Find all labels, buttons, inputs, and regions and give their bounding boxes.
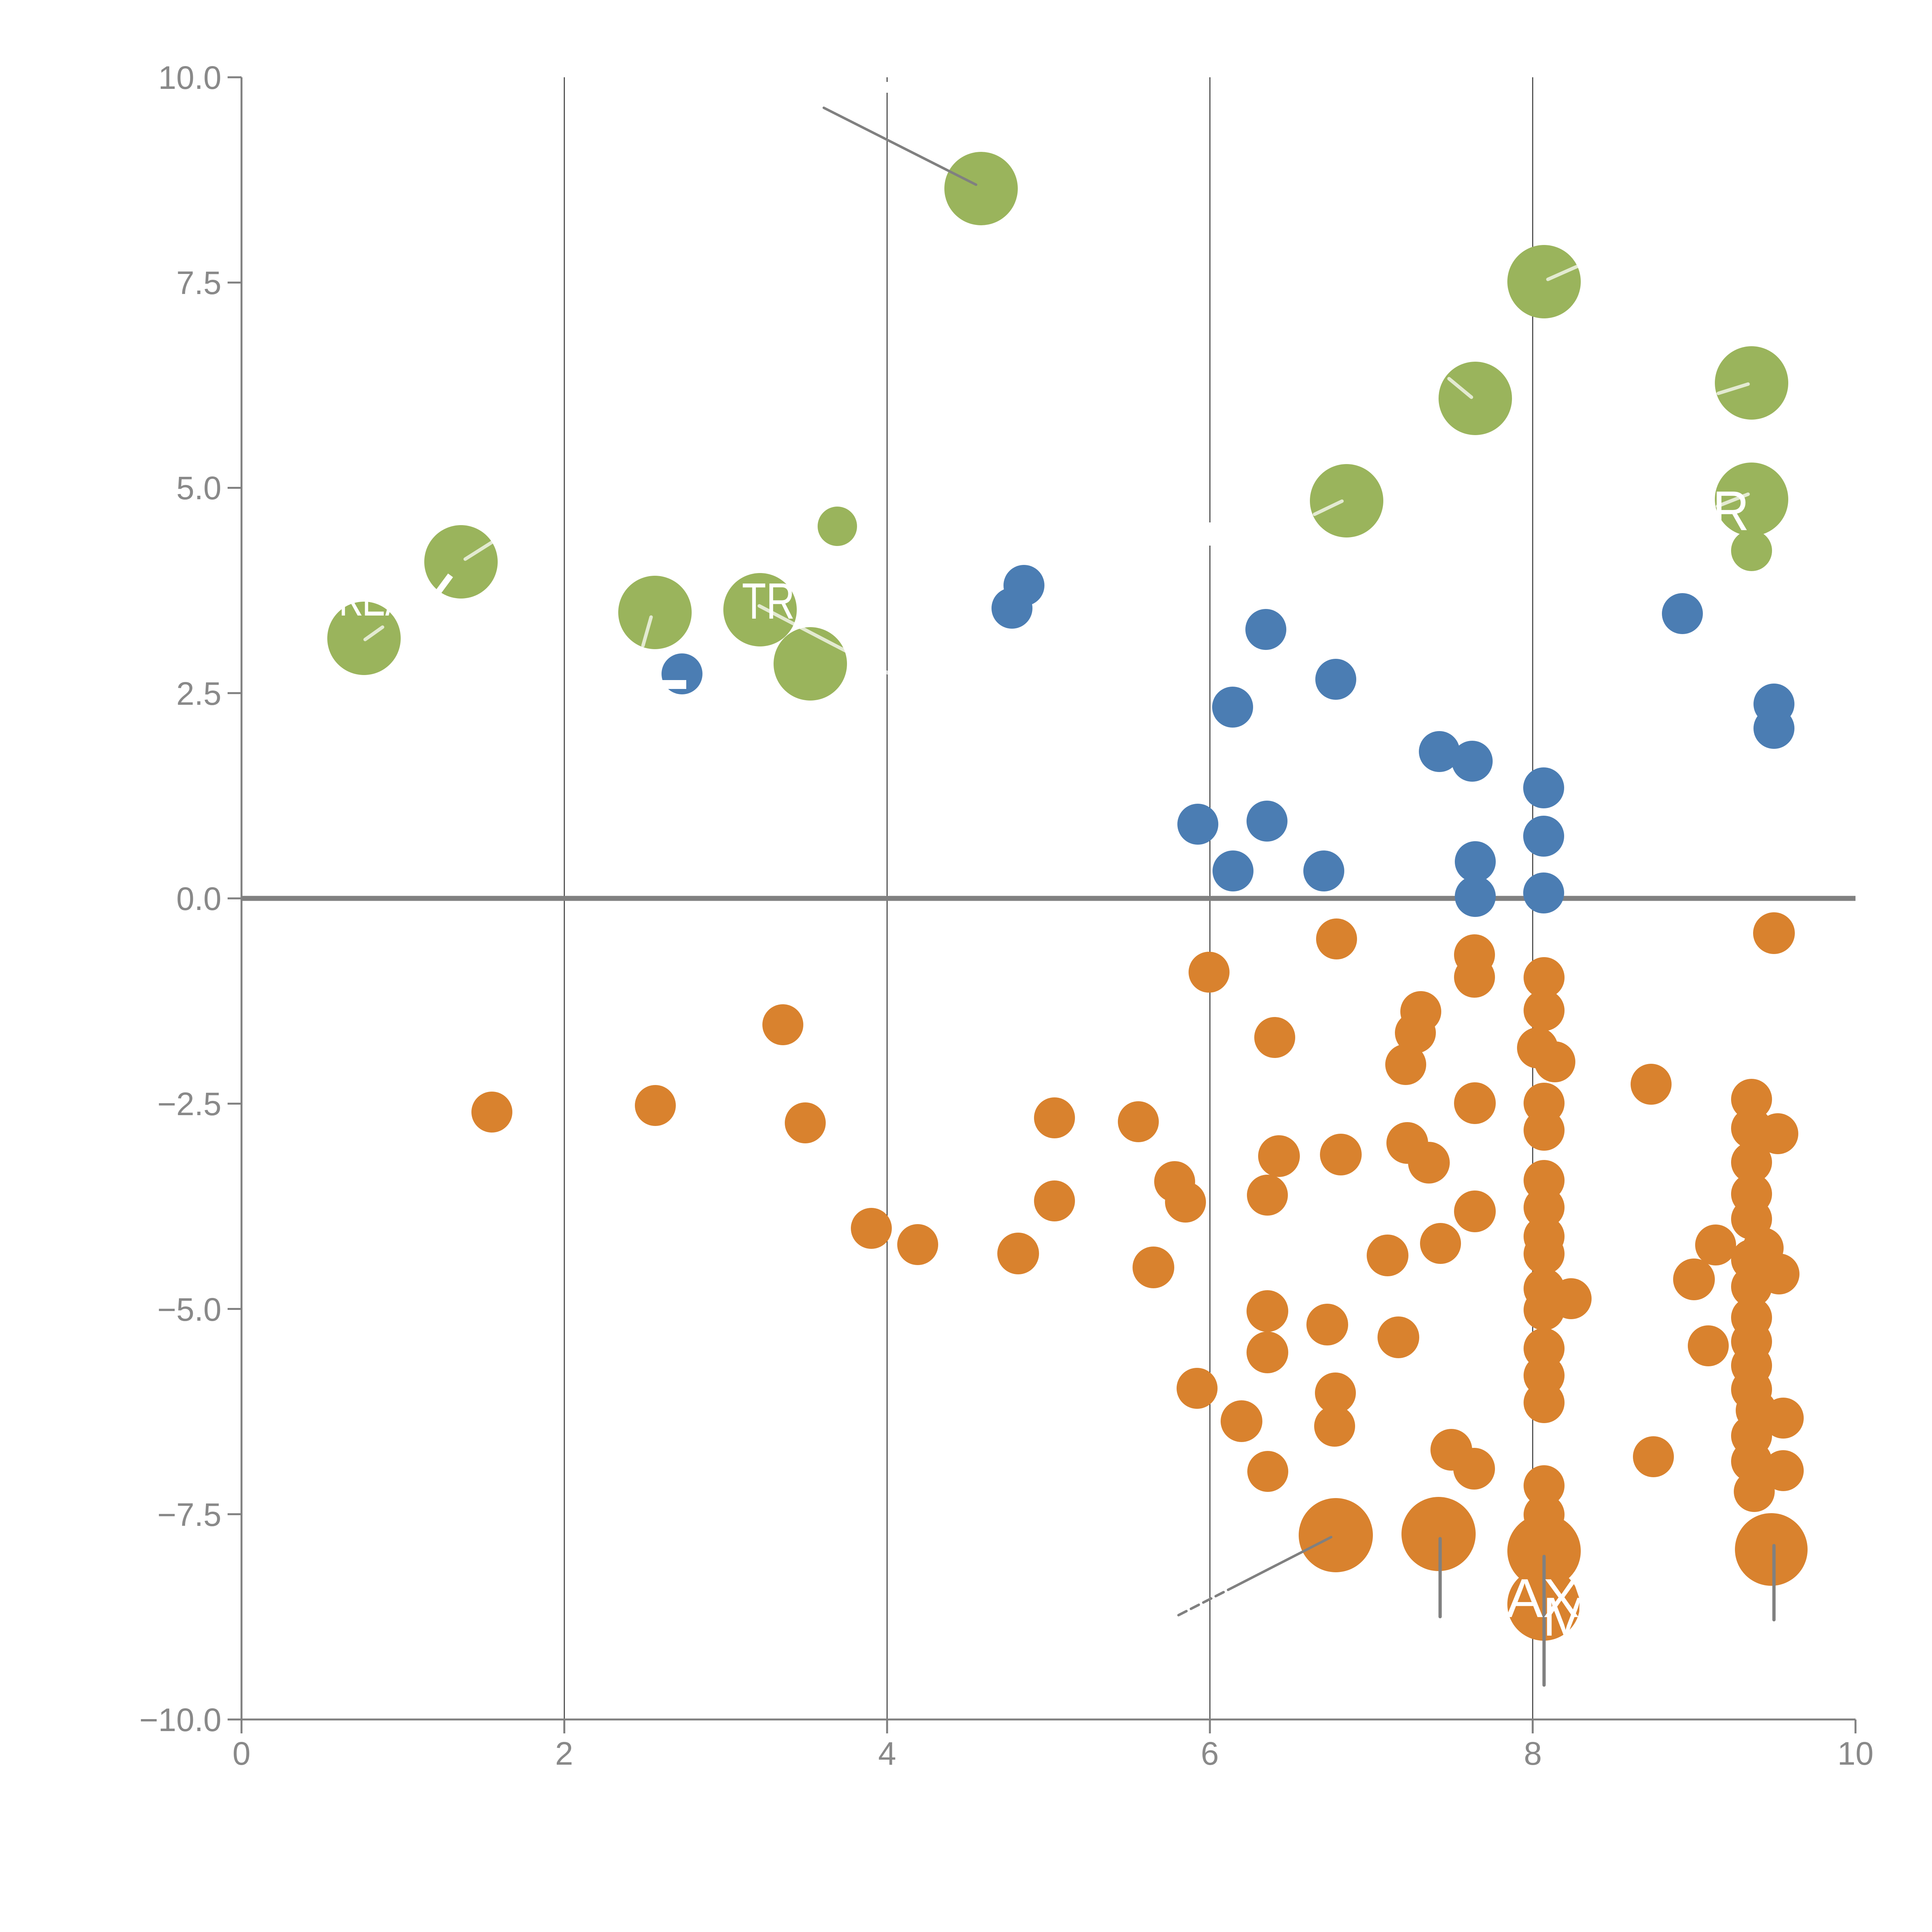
svg-text:6: 6 <box>1201 1735 1219 1772</box>
svg-text:0: 0 <box>233 1735 251 1772</box>
svg-text:V: V <box>1575 1573 1605 1635</box>
svg-text:−10.0: −10.0 <box>139 1702 221 1738</box>
svg-text:−2.5: −2.5 <box>157 1086 221 1122</box>
svg-text:4: 4 <box>878 1735 896 1772</box>
svg-text:10: 10 <box>1837 1735 1873 1772</box>
svg-text:2: 2 <box>555 1735 573 1772</box>
svg-text:M: M <box>1543 1586 1588 1648</box>
svg-text:−5.0: −5.0 <box>157 1291 221 1328</box>
svg-text:TR: TR <box>742 573 795 629</box>
svg-text:KEA: KEA <box>339 568 408 627</box>
svg-text:AX: AX <box>1506 1568 1580 1629</box>
svg-text:−7.5: −7.5 <box>157 1497 221 1533</box>
svg-text:8: 8 <box>1524 1735 1542 1772</box>
svg-text:5.0: 5.0 <box>176 470 221 506</box>
svg-text:R: R <box>1713 480 1749 542</box>
svg-text:7.5: 7.5 <box>176 265 221 301</box>
svg-text:2.5: 2.5 <box>176 675 221 712</box>
svg-text:10.0: 10.0 <box>158 60 222 96</box>
svg-text:0.0: 0.0 <box>176 881 221 917</box>
